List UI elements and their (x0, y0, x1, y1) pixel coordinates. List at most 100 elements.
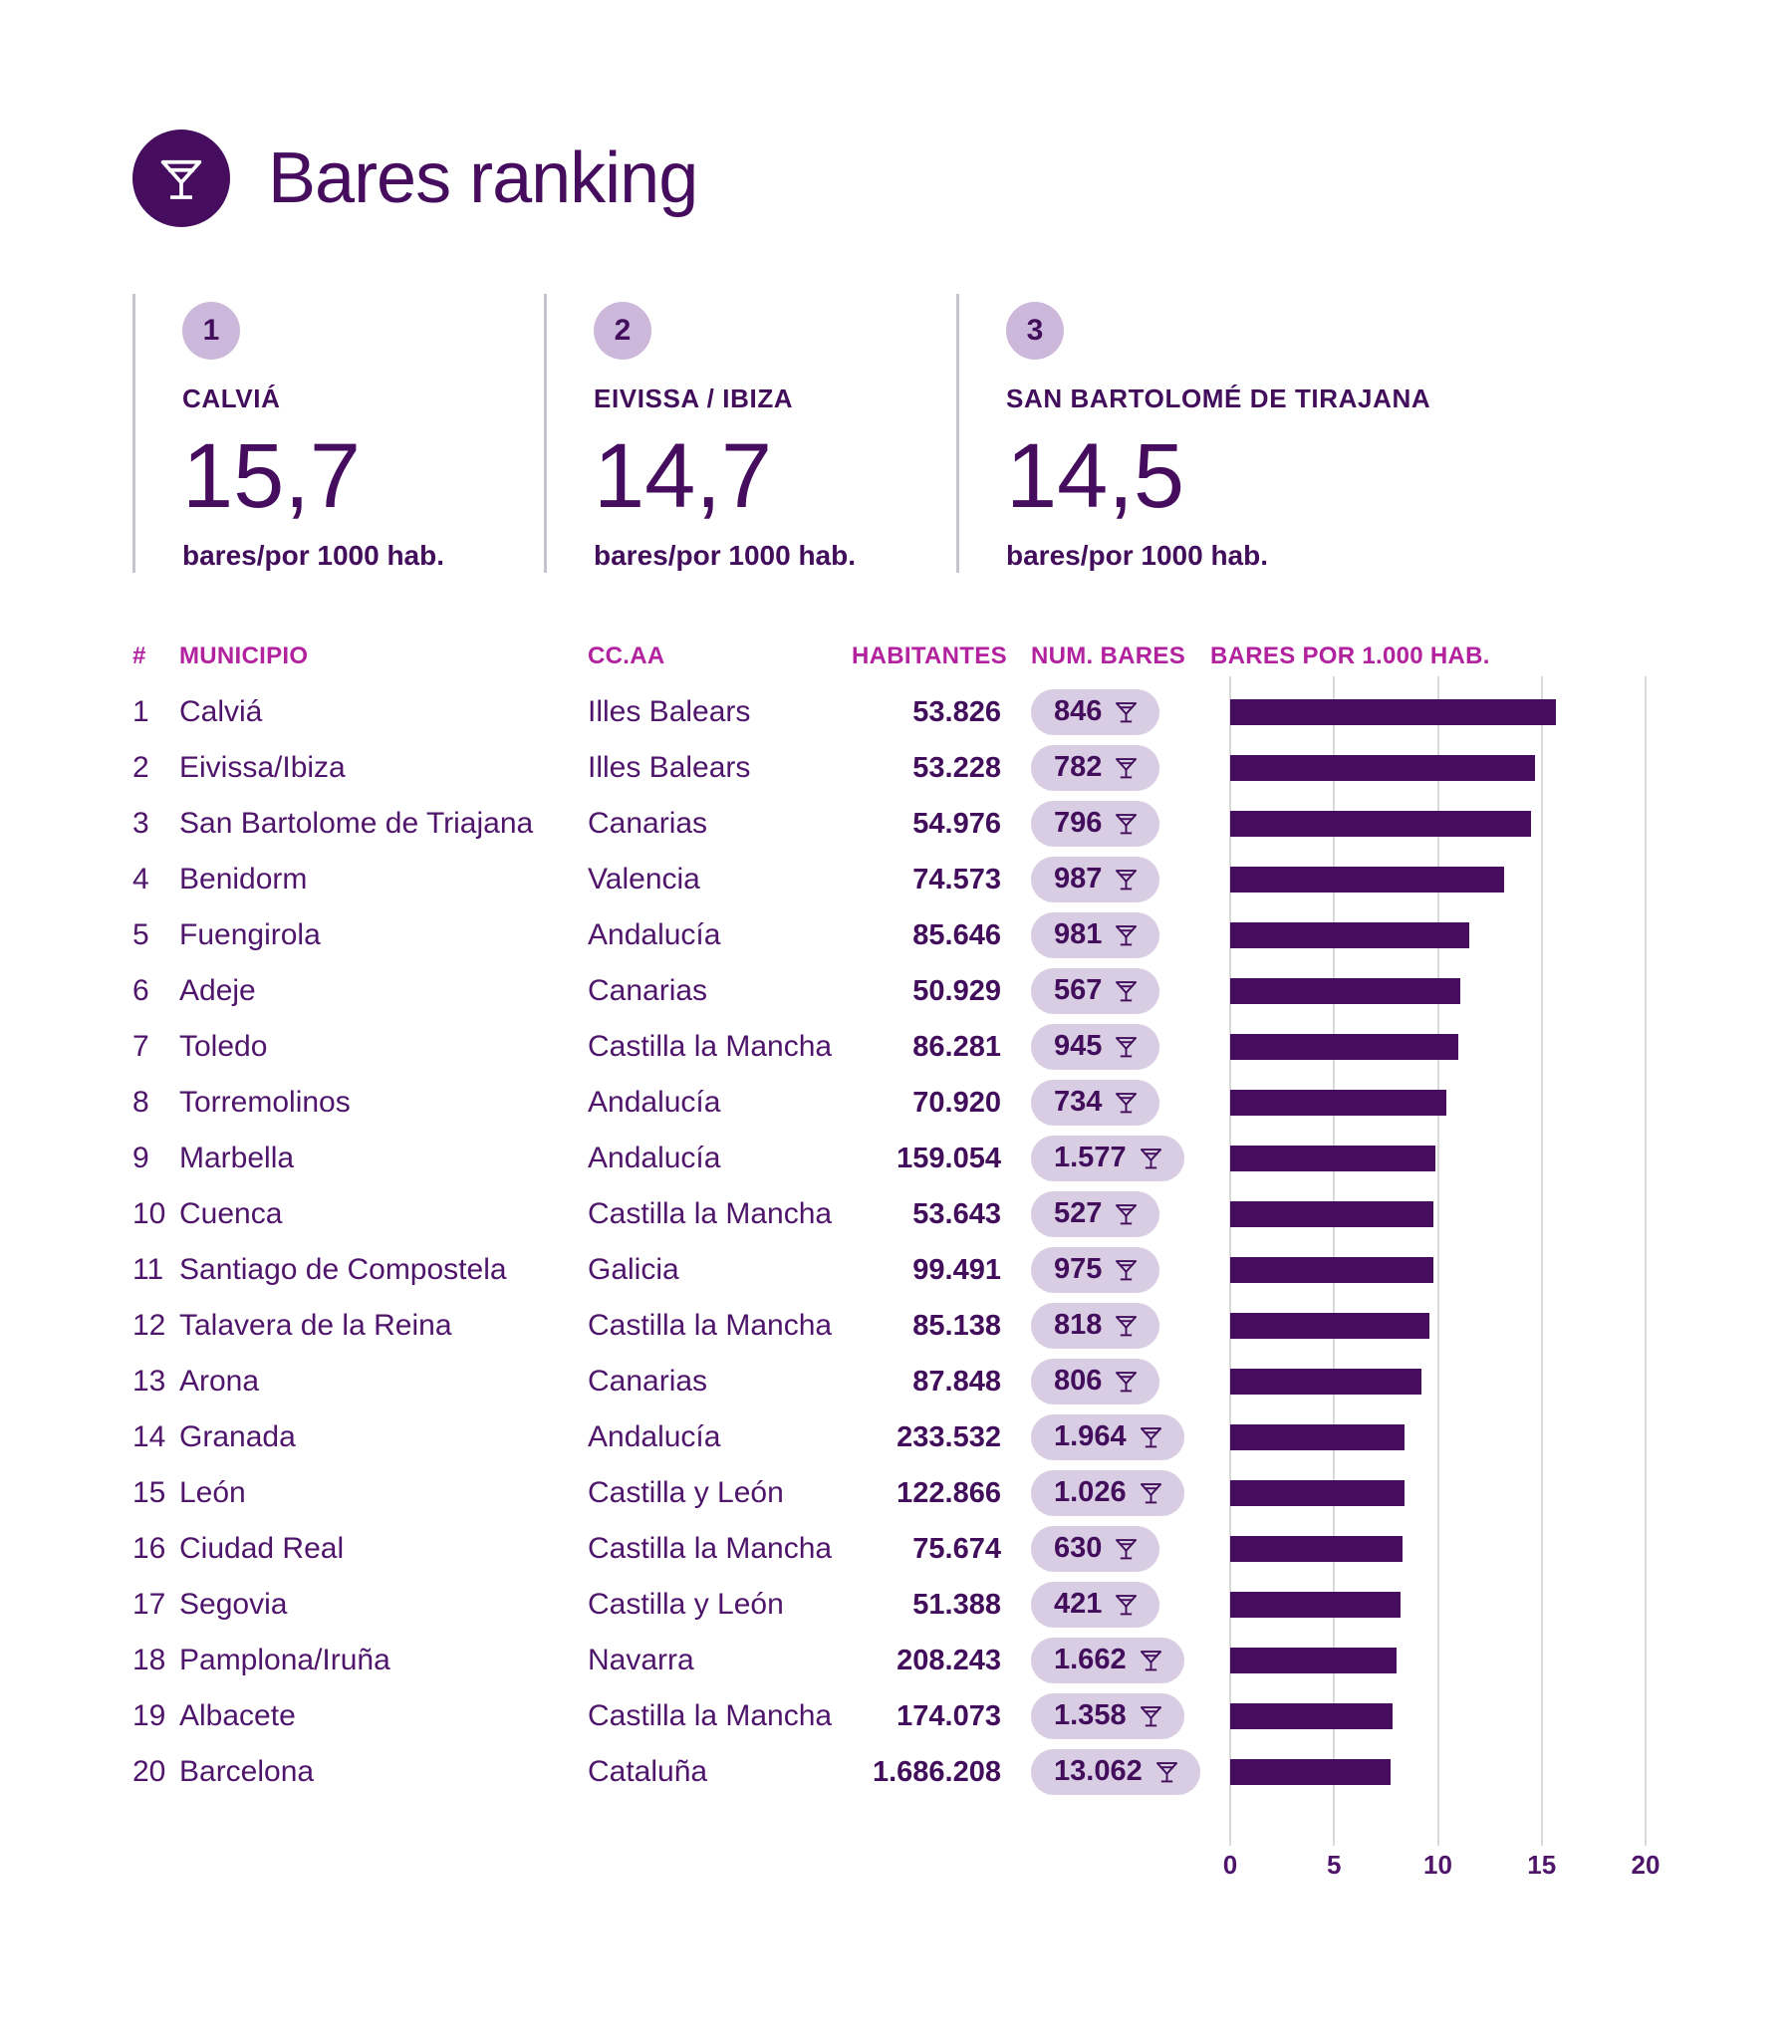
row-municipio: Granada (179, 1420, 296, 1453)
row-bar-cell (1210, 852, 1646, 907)
row-habitantes: 233.532 (896, 1420, 1001, 1453)
row-rank: 19 (132, 1699, 166, 1732)
martini-glass-icon (1116, 1093, 1138, 1114)
row-ccaa: Canarias (588, 974, 708, 1007)
row-habitantes: 208.243 (896, 1644, 1001, 1676)
num-bares-badge: 782 (1031, 745, 1160, 791)
row-ccaa: Castilla la Mancha (588, 1030, 833, 1063)
header: Bares ranking (132, 129, 1646, 227)
table-row: 8 Torremolinos Andalucía 70.920 734 (132, 1075, 1646, 1131)
row-habitantes: 85.646 (912, 918, 1001, 951)
row-rank: 4 (132, 863, 149, 895)
row-bar-cell (1210, 1744, 1646, 1800)
num-bares-badge: 567 (1031, 968, 1160, 1014)
row-ccaa: Castilla y León (588, 1588, 784, 1621)
row-rank: 13 (132, 1365, 166, 1398)
martini-glass-icon (1116, 1372, 1138, 1393)
bar (1230, 1201, 1434, 1227)
num-bares-badge: 1.662 (1031, 1638, 1184, 1683)
table-row: 19 Albacete Castilla la Mancha 174.073 1… (132, 1688, 1646, 1744)
row-rank: 6 (132, 974, 149, 1007)
num-bares-value: 806 (1054, 1365, 1103, 1398)
martini-glass-icon (1116, 1316, 1138, 1337)
table-row: 10 Cuenca Castilla la Mancha 53.643 527 (132, 1186, 1646, 1242)
bar (1230, 1313, 1430, 1339)
table-row: 2 Eivissa/Ibiza Illes Balears 53.228 782 (132, 740, 1646, 796)
row-rank: 5 (132, 918, 149, 951)
row-rank: 7 (132, 1030, 149, 1063)
bar (1230, 1146, 1436, 1171)
martini-glass-icon (1116, 925, 1138, 946)
row-habitantes: 122.866 (896, 1476, 1001, 1509)
table-row: 3 San Bartolome de Triajana Canarias 54.… (132, 796, 1646, 852)
num-bares-value: 945 (1054, 1030, 1103, 1063)
card-municipality: CALVIÁ (182, 383, 281, 413)
row-num-bares: 1.662 (1001, 1638, 1210, 1683)
martini-glass-icon (1116, 702, 1138, 723)
card-municipality: SAN BARTOLOMÉ DE TIRAJANA (1006, 383, 1431, 413)
row-bar-cell (1210, 1131, 1646, 1186)
x-axis-tick-label: 20 (1631, 1850, 1661, 1880)
row-num-bares: 796 (1001, 801, 1210, 847)
row-num-bares: 981 (1001, 912, 1210, 958)
top-card-2: 2 EIVISSA / IBIZA 14,7 bares/por 1000 ha… (544, 294, 956, 573)
row-habitantes: 53.228 (912, 751, 1001, 784)
row-ccaa: Canarias (588, 1365, 708, 1398)
num-bares-value: 1.577 (1054, 1142, 1127, 1174)
x-axis-tick-label: 5 (1327, 1850, 1342, 1880)
row-rank: 16 (132, 1532, 166, 1565)
bar (1230, 867, 1505, 893)
bar (1230, 1648, 1397, 1673)
row-municipio: Cuenca (179, 1197, 283, 1230)
row-habitantes: 174.073 (896, 1699, 1001, 1732)
card-unit: bares/por 1000 hab. (182, 540, 445, 571)
col-header-ccaa: CC.AA (588, 642, 665, 669)
row-habitantes: 85.138 (912, 1309, 1001, 1342)
num-bares-value: 527 (1054, 1197, 1103, 1230)
col-header-municipio: MUNICIPIO (179, 642, 309, 669)
row-municipio: Toledo (179, 1030, 268, 1063)
row-bar-cell (1210, 1019, 1646, 1075)
row-bar-cell (1210, 1075, 1646, 1131)
martini-glass-icon (1116, 981, 1138, 1002)
row-rank: 20 (132, 1755, 166, 1788)
row-ccaa: Castilla la Mancha (588, 1532, 833, 1565)
num-bares-value: 1.964 (1054, 1420, 1127, 1453)
row-bar-cell (1210, 1633, 1646, 1688)
row-municipio: Marbella (179, 1142, 295, 1174)
row-num-bares: 421 (1001, 1582, 1210, 1628)
row-rank: 18 (132, 1644, 166, 1676)
row-habitantes: 53.826 (912, 695, 1001, 728)
num-bares-badge: 1.577 (1031, 1136, 1184, 1181)
row-habitantes: 87.848 (912, 1365, 1001, 1398)
top-card-1: 1 CALVIÁ 15,7 bares/por 1000 hab. (132, 294, 544, 573)
table-row: 11 Santiago de Compostela Galicia 99.491… (132, 1242, 1646, 1298)
row-bar-cell (1210, 1577, 1646, 1633)
num-bares-value: 796 (1054, 807, 1103, 840)
num-bares-badge: 421 (1031, 1582, 1160, 1628)
table-header: # MUNICIPIO CC.AA HABITANTES NUM. BARES … (132, 642, 1646, 670)
row-habitantes: 53.643 (912, 1197, 1001, 1230)
col-header-num-bares: NUM. BARES (1031, 642, 1186, 669)
num-bares-badge: 818 (1031, 1303, 1160, 1349)
row-bar-cell (1210, 796, 1646, 852)
chart-x-axis: 0 5 10 15 20 (132, 1850, 1661, 1886)
row-num-bares: 1.577 (1001, 1136, 1210, 1181)
martini-glass-icon (1140, 1427, 1161, 1448)
bar (1230, 1480, 1406, 1506)
row-habitantes: 54.976 (912, 807, 1001, 840)
row-num-bares: 945 (1001, 1024, 1210, 1070)
row-bar-cell (1210, 740, 1646, 796)
cocktail-icon-badge (132, 129, 230, 227)
row-municipio: León (179, 1476, 246, 1509)
num-bares-value: 818 (1054, 1309, 1103, 1342)
row-municipio: San Bartolome de Triajana (179, 807, 534, 840)
row-habitantes: 1.686.208 (872, 1755, 1001, 1788)
row-bar-cell (1210, 1521, 1646, 1577)
row-municipio: Ciudad Real (179, 1532, 345, 1565)
bar (1230, 1703, 1393, 1729)
bar (1230, 811, 1532, 837)
row-habitantes: 159.054 (896, 1142, 1001, 1174)
card-value: 14,7 (594, 425, 773, 527)
row-num-bares: 630 (1001, 1526, 1210, 1572)
